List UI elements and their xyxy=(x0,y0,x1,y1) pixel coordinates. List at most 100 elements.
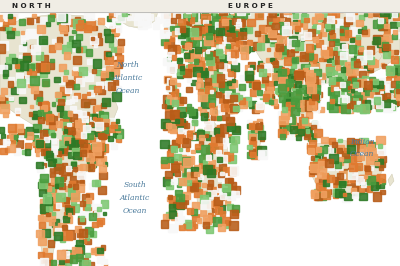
Bar xyxy=(219,22,225,28)
Bar xyxy=(76,34,82,40)
Bar xyxy=(15,108,20,113)
Bar xyxy=(358,15,364,20)
Bar xyxy=(340,95,345,100)
Bar xyxy=(113,86,122,94)
Bar xyxy=(229,14,237,22)
Bar xyxy=(170,5,175,10)
Bar xyxy=(256,125,263,132)
Bar xyxy=(198,174,203,179)
Bar xyxy=(248,19,255,26)
Bar xyxy=(98,144,105,151)
Bar xyxy=(201,47,206,52)
Bar xyxy=(86,21,95,30)
Bar xyxy=(230,10,233,13)
Bar xyxy=(239,98,245,104)
Bar xyxy=(30,45,33,48)
Bar xyxy=(386,103,392,109)
Bar xyxy=(206,169,215,177)
Bar xyxy=(283,30,289,36)
Bar xyxy=(230,6,239,15)
Bar xyxy=(319,58,323,61)
Bar xyxy=(90,36,98,44)
Bar xyxy=(214,70,220,76)
Bar xyxy=(228,18,231,22)
Bar xyxy=(6,27,12,33)
Bar xyxy=(173,169,178,175)
Bar xyxy=(73,167,78,171)
Bar xyxy=(36,52,43,60)
Bar xyxy=(86,261,94,266)
Bar xyxy=(248,123,254,130)
Bar xyxy=(58,13,65,21)
Bar xyxy=(369,57,372,60)
Bar xyxy=(184,68,192,76)
Bar xyxy=(366,46,374,54)
Bar xyxy=(97,248,103,253)
Bar xyxy=(48,150,52,155)
Bar xyxy=(54,163,61,170)
Bar xyxy=(364,81,372,89)
Bar xyxy=(229,56,236,63)
Bar xyxy=(247,124,251,128)
Polygon shape xyxy=(0,14,118,154)
Bar xyxy=(366,106,370,110)
Bar xyxy=(396,89,400,93)
Bar xyxy=(15,124,23,132)
Bar xyxy=(260,84,264,87)
Bar xyxy=(383,44,390,51)
Bar xyxy=(364,147,371,155)
Bar xyxy=(226,203,234,210)
Bar xyxy=(269,22,274,27)
Bar xyxy=(191,172,196,177)
Bar xyxy=(98,185,106,194)
Bar xyxy=(372,85,376,89)
Bar xyxy=(342,194,350,202)
Bar xyxy=(232,79,235,82)
Bar xyxy=(6,57,12,63)
Bar xyxy=(72,70,77,75)
Bar xyxy=(350,38,354,42)
Bar xyxy=(58,99,64,105)
Bar xyxy=(370,79,376,85)
Bar xyxy=(43,130,49,135)
Bar xyxy=(170,115,174,119)
Bar xyxy=(192,80,196,85)
Bar xyxy=(353,82,358,87)
Bar xyxy=(370,167,373,170)
Bar xyxy=(281,52,286,58)
Bar xyxy=(59,183,65,189)
Bar xyxy=(60,111,66,117)
Bar xyxy=(43,147,50,154)
Bar xyxy=(324,145,328,149)
Bar xyxy=(324,187,331,194)
Bar xyxy=(288,64,292,68)
Bar xyxy=(172,25,178,30)
Bar xyxy=(367,98,373,104)
Bar xyxy=(302,118,307,123)
Bar xyxy=(250,65,254,69)
Bar xyxy=(280,119,284,123)
Bar xyxy=(7,31,14,38)
Bar xyxy=(258,152,264,158)
Bar xyxy=(333,70,337,74)
Bar xyxy=(72,30,76,33)
Bar xyxy=(312,77,316,81)
Bar xyxy=(365,93,371,99)
Bar xyxy=(332,20,336,23)
Bar xyxy=(382,94,386,99)
Bar xyxy=(361,5,366,10)
Bar xyxy=(38,139,42,143)
Bar xyxy=(335,89,340,94)
Bar xyxy=(280,90,286,96)
Bar xyxy=(208,144,214,150)
Bar xyxy=(60,177,64,181)
Bar xyxy=(319,79,324,84)
Bar xyxy=(247,152,254,158)
Bar xyxy=(252,141,256,146)
Bar xyxy=(65,134,68,137)
Bar xyxy=(235,31,243,39)
Bar xyxy=(293,97,296,101)
Bar xyxy=(335,92,343,100)
Bar xyxy=(256,3,260,6)
Bar xyxy=(256,122,259,125)
